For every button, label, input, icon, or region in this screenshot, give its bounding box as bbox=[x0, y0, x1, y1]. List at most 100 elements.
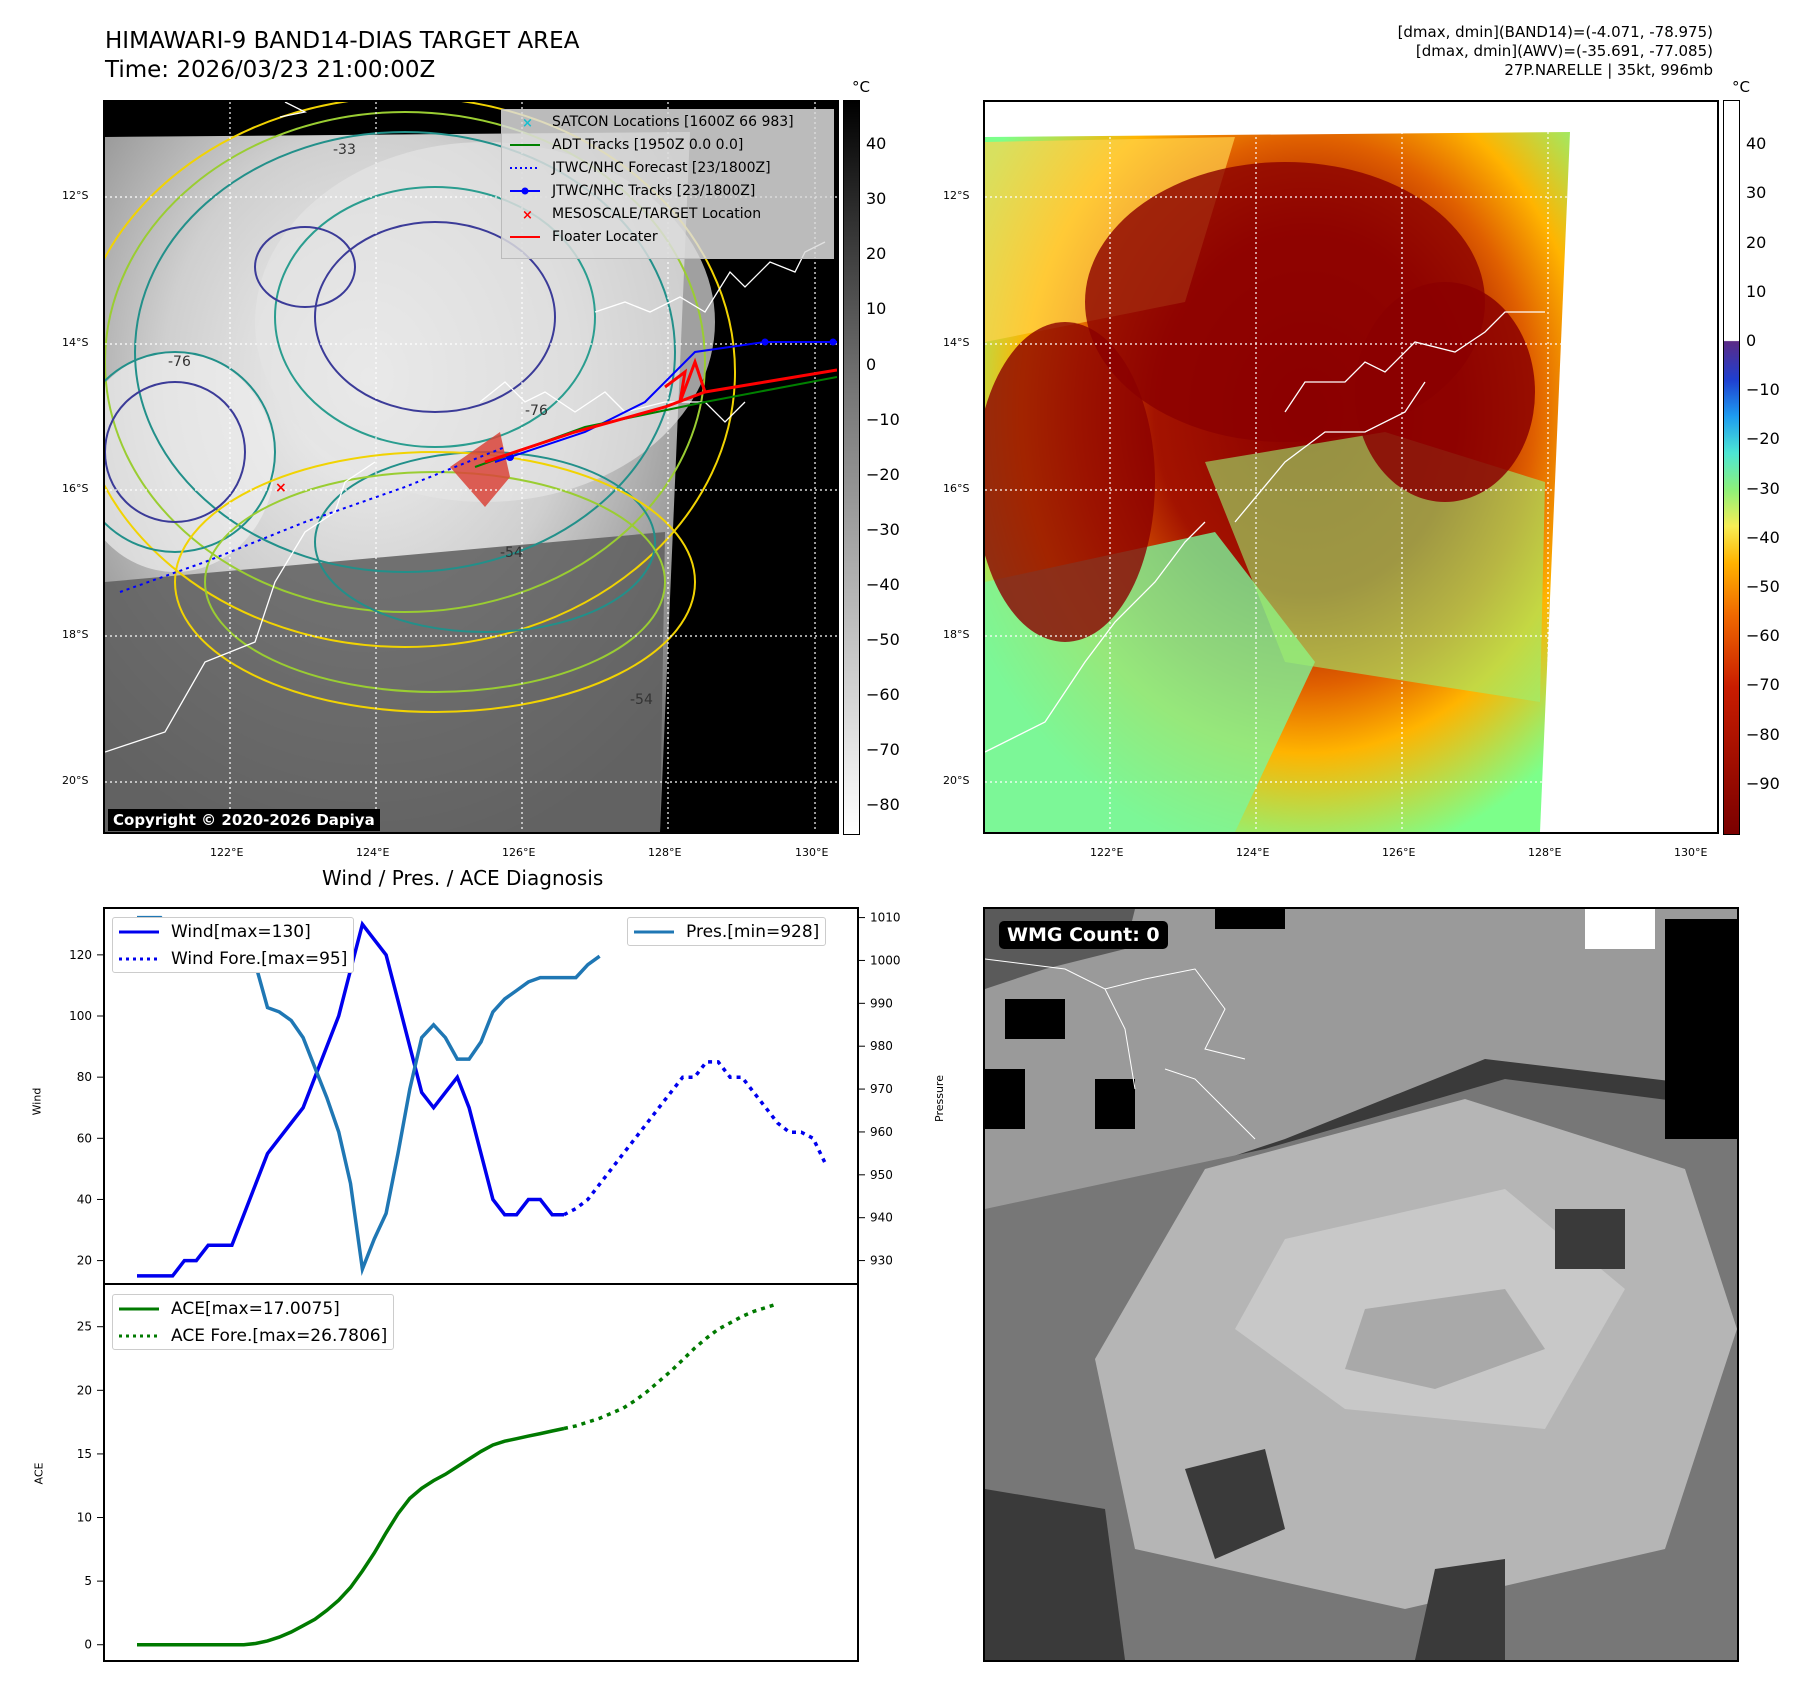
y2-tick-label: 940 bbox=[870, 1211, 893, 1225]
colorbar-tick: 40 bbox=[866, 134, 887, 154]
lat-label: 20°S bbox=[62, 774, 89, 787]
stats-awv: [dmax, dmin](AWV)=(-35.691, -77.085) bbox=[1415, 42, 1713, 60]
wind-forecast-line bbox=[563, 1060, 827, 1217]
colorbar-tick: 10 bbox=[866, 299, 887, 319]
y-tick-label: 20 bbox=[77, 1383, 92, 1397]
colorbar-tick: −10 bbox=[866, 409, 900, 429]
copyright-label: Copyright © 2020-2026 Dapiya bbox=[108, 809, 380, 831]
colorbar-tick: −40 bbox=[866, 574, 900, 594]
colorbar-tick: −40 bbox=[1746, 527, 1780, 547]
wmg-canvas bbox=[985, 909, 1737, 1660]
y2-tick-label: 970 bbox=[870, 1082, 893, 1096]
lat-label: 12°S bbox=[943, 189, 970, 202]
colorbar-tick: −80 bbox=[866, 795, 900, 815]
lat-label: 14°S bbox=[62, 336, 89, 349]
lat-label: 18°S bbox=[62, 628, 89, 641]
y2-tick-label: 980 bbox=[870, 1039, 893, 1053]
colorbar-unit: °C bbox=[1732, 78, 1750, 96]
colorbar-tick: 30 bbox=[866, 189, 887, 209]
colorbar-tick: 0 bbox=[1746, 331, 1757, 351]
lat-label: 12°S bbox=[62, 189, 89, 202]
mesoscale-marker-icon: × bbox=[522, 208, 533, 221]
wind-line bbox=[137, 920, 564, 1278]
wind-legend: Wind[max=130] Wind Fore.[max=95] bbox=[112, 917, 355, 973]
legend-mesoscale-label: MESOSCALE/TARGET Location bbox=[552, 206, 762, 222]
pressure-legend: Pres.[min=928] bbox=[627, 917, 827, 946]
svg-text:×: × bbox=[275, 480, 287, 496]
contour-label: -76 bbox=[525, 403, 548, 419]
colorbar-tick: −30 bbox=[1746, 478, 1780, 498]
legend-satcon: × SATCON Locations [1600Z 66 983] bbox=[510, 111, 794, 133]
ir-grayscale-map[interactable]: × -76 -76 -54 -54 -33 × SATCON Locations… bbox=[103, 100, 839, 834]
colorbar-tick: −70 bbox=[866, 740, 900, 760]
colorbar-unit: °C bbox=[852, 78, 870, 96]
colorbar-tick: 30 bbox=[1746, 183, 1767, 203]
wind-axis-label: Wind bbox=[30, 1087, 44, 1116]
legend-jtwc-tracks-label: JTWC/NHC Tracks [23/1800Z] bbox=[552, 183, 756, 199]
colorbar-tick: −60 bbox=[1746, 626, 1780, 646]
colorbar-tick: 20 bbox=[866, 244, 887, 264]
awv-map-canvas bbox=[985, 102, 1717, 832]
colorbar-tick: −20 bbox=[866, 464, 900, 484]
lat-label: 20°S bbox=[943, 774, 970, 787]
ace-panel: 0 5 10 15 20 25 bbox=[77, 1302, 779, 1652]
lon-label: 122°E bbox=[1090, 846, 1124, 859]
y-tick-label: 40 bbox=[77, 1192, 92, 1206]
diagnosis-title: Wind / Pres. / ACE Diagnosis bbox=[322, 866, 604, 890]
y2-tick-label: 1000 bbox=[870, 953, 901, 967]
color-colorbar bbox=[1723, 100, 1740, 835]
pressure-legend-label: Pres.[min=928] bbox=[686, 921, 820, 942]
ace-fore-legend-label: ACE Fore.[max=26.7806] bbox=[171, 1325, 388, 1346]
ace-fore-line-icon bbox=[119, 1334, 159, 1337]
lon-label: 128°E bbox=[1528, 846, 1562, 859]
gray-colorbar bbox=[843, 100, 860, 835]
y-tick-label: 5 bbox=[84, 1574, 92, 1588]
wind-line-icon bbox=[119, 930, 159, 933]
awv-color-map[interactable] bbox=[983, 100, 1719, 834]
ace-axis-label: ACE bbox=[32, 1462, 46, 1485]
colorbar-tick: 20 bbox=[1746, 232, 1767, 252]
colorbar-tick: −80 bbox=[1746, 724, 1780, 744]
colorbar-tick: −60 bbox=[866, 685, 900, 705]
legend-mesoscale: × MESOSCALE/TARGET Location bbox=[510, 203, 761, 225]
lat-label: 16°S bbox=[943, 482, 970, 495]
lon-label: 124°E bbox=[1236, 846, 1270, 859]
wmg-map[interactable]: WMG Count: 0 bbox=[983, 907, 1739, 1662]
lon-label: 126°E bbox=[1382, 846, 1416, 859]
ace-legend-label: ACE[max=17.0075] bbox=[171, 1298, 340, 1319]
y-tick-label: 20 bbox=[77, 1254, 92, 1268]
satcon-marker-icon: × bbox=[522, 116, 533, 129]
ace-line bbox=[137, 1426, 565, 1647]
lon-label: 130°E bbox=[1674, 846, 1708, 859]
colorbar-tick: −30 bbox=[866, 519, 900, 539]
y-tick-label: 60 bbox=[77, 1131, 92, 1145]
legend-floater-label: Floater Locater bbox=[552, 229, 658, 245]
colorbar-tick: −90 bbox=[1746, 773, 1780, 793]
lon-label: 124°E bbox=[356, 846, 390, 859]
legend-jtwc-forecast-label: JTWC/NHC Forecast [23/1800Z] bbox=[552, 160, 771, 176]
legend-jtwc-forecast: JTWC/NHC Forecast [23/1800Z] bbox=[510, 157, 771, 179]
colorbar-tick: −50 bbox=[1746, 577, 1780, 597]
colorbar-tick: 10 bbox=[1746, 281, 1767, 301]
forecast-line-icon bbox=[510, 167, 540, 169]
colorbar-tick: −10 bbox=[1746, 380, 1780, 400]
colorbar-tick: −70 bbox=[1746, 675, 1780, 695]
ace-line-icon bbox=[119, 1307, 159, 1310]
legend-adt: ADT Tracks [1950Z 0.0 0.0] bbox=[510, 134, 743, 156]
svg-text:×: × bbox=[522, 116, 533, 129]
y-tick-label: 15 bbox=[77, 1447, 92, 1461]
lat-label: 14°S bbox=[943, 336, 970, 349]
wind-fore-legend-label: Wind Fore.[max=95] bbox=[171, 948, 348, 969]
y-tick-label: 25 bbox=[77, 1320, 92, 1334]
y-tick-label: 0 bbox=[84, 1638, 92, 1652]
colorbar-tick: 40 bbox=[1746, 134, 1767, 154]
floater-line-icon bbox=[510, 236, 540, 238]
contour-label: -76 bbox=[168, 354, 191, 370]
contour-label: -33 bbox=[333, 142, 356, 158]
y-tick-label: 80 bbox=[77, 1070, 92, 1084]
chart-time: Time: 2026/03/23 21:00:00Z bbox=[105, 57, 436, 83]
y-tick-label: 10 bbox=[77, 1511, 92, 1525]
colorbar-tick: 0 bbox=[866, 354, 877, 374]
lat-label: 18°S bbox=[943, 628, 970, 641]
